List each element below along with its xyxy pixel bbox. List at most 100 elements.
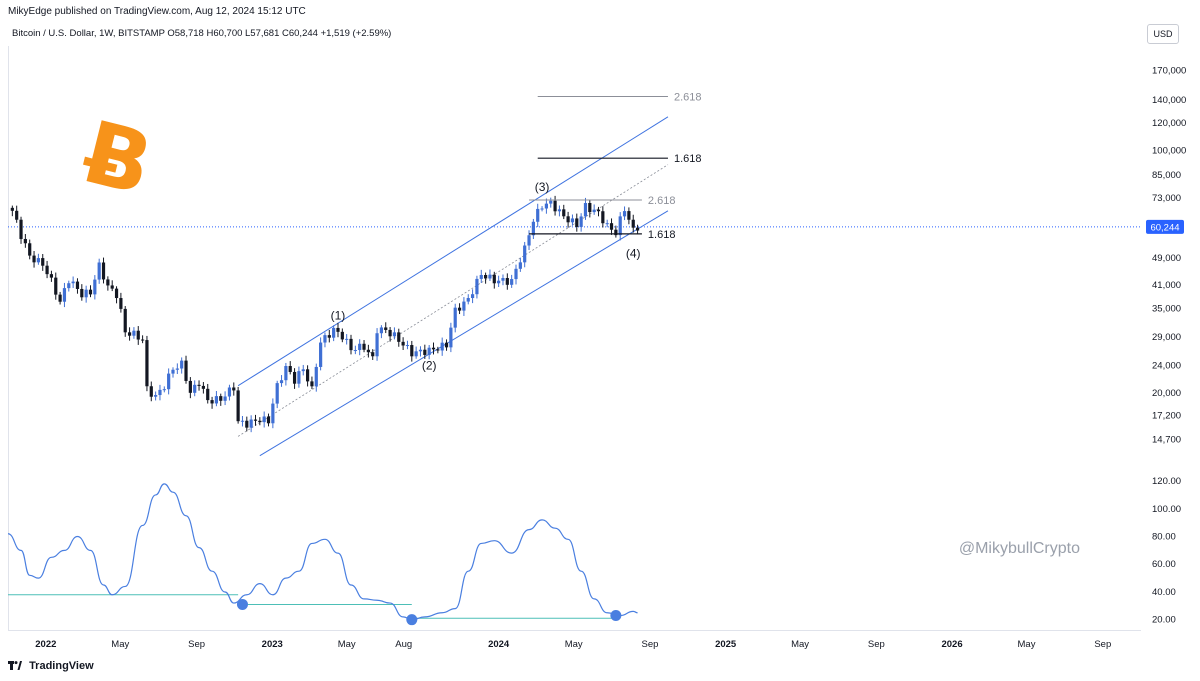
tradingview-logo-icon bbox=[8, 661, 22, 670]
candle-body bbox=[106, 279, 110, 286]
time-axis-tick-label: 2026 bbox=[941, 639, 962, 650]
candle-body bbox=[605, 223, 609, 225]
symbol-legend[interactable]: Bitcoin / U.S. Dollar, 1W, BITSTAMP O58,… bbox=[12, 28, 392, 39]
candle-body bbox=[631, 219, 635, 228]
oscillator-axis-tick-label: 60.00 bbox=[1152, 559, 1176, 570]
candle-body bbox=[227, 387, 232, 397]
candle-body bbox=[470, 294, 475, 299]
currency-button[interactable]: USD bbox=[1147, 24, 1179, 44]
candle-body bbox=[401, 341, 405, 346]
candle-body bbox=[518, 262, 522, 269]
candle-body bbox=[123, 308, 127, 333]
candle-body bbox=[62, 288, 67, 302]
candle-body bbox=[614, 229, 618, 236]
wave-label: (1) bbox=[331, 308, 346, 322]
candle-body bbox=[206, 388, 210, 401]
candle-body bbox=[618, 216, 622, 236]
candle-body bbox=[136, 330, 140, 340]
candle-body bbox=[232, 387, 236, 391]
candle-body bbox=[127, 332, 132, 336]
candle-body bbox=[253, 419, 258, 421]
candle-body bbox=[284, 366, 288, 381]
oscillator-marker bbox=[236, 598, 248, 610]
tradingview-footer[interactable]: TradingView bbox=[8, 660, 94, 672]
bitcoin-logo-icon: Ƀ bbox=[74, 103, 162, 216]
channel-middle-line bbox=[237, 164, 669, 437]
candle-body bbox=[436, 349, 440, 351]
candle-body bbox=[193, 384, 197, 393]
candle-body bbox=[114, 288, 119, 299]
price-axis-tick-label: 49,000 bbox=[1152, 253, 1181, 264]
candle-body bbox=[297, 371, 301, 384]
candle-body bbox=[314, 366, 318, 387]
candle-body bbox=[457, 307, 462, 311]
channel-upper-line bbox=[237, 116, 669, 387]
candle-body bbox=[601, 211, 605, 224]
candle-body bbox=[510, 279, 514, 285]
candle-body bbox=[349, 338, 353, 351]
candle-body bbox=[140, 339, 145, 341]
candle-body bbox=[462, 301, 466, 311]
candle-body bbox=[475, 278, 479, 295]
candle-body bbox=[466, 298, 470, 302]
published-header: MikyEdge published on TradingView.com, A… bbox=[8, 6, 306, 17]
last-price-label: 60,244 bbox=[1150, 222, 1179, 233]
candle-body bbox=[15, 210, 19, 220]
candle-body bbox=[379, 327, 384, 334]
candle-body bbox=[397, 332, 401, 342]
candle-body bbox=[279, 380, 284, 384]
candle-body bbox=[167, 373, 171, 390]
fib-level-label: 1.618 bbox=[648, 229, 676, 241]
candle-body bbox=[371, 352, 375, 357]
candle-body bbox=[275, 383, 279, 404]
watermark-text: @MikybullCrypto bbox=[959, 540, 1080, 557]
candle-body bbox=[197, 384, 201, 386]
candle-body bbox=[505, 278, 509, 285]
oscillator-axis-tick-label: 120.00 bbox=[1152, 476, 1181, 487]
candle-body bbox=[271, 403, 275, 424]
time-axis-tick-label: 2024 bbox=[488, 639, 510, 650]
time-axis-tick-label: Aug bbox=[395, 639, 412, 650]
price-axis-tick-label: 73,000 bbox=[1152, 193, 1181, 204]
candle-body bbox=[41, 258, 45, 266]
candle-body bbox=[514, 268, 518, 280]
candle-body bbox=[71, 281, 75, 284]
candle-body bbox=[449, 327, 453, 348]
candle-body bbox=[536, 208, 540, 222]
candle-body bbox=[10, 207, 14, 211]
candle-body bbox=[54, 277, 58, 295]
candle-body bbox=[384, 327, 388, 330]
candle-body bbox=[180, 360, 184, 369]
candle-body bbox=[258, 420, 262, 423]
candle-body bbox=[154, 395, 158, 397]
candle-body bbox=[58, 294, 62, 302]
candle-body bbox=[332, 327, 336, 338]
wave-label: (4) bbox=[626, 246, 641, 260]
candle-body bbox=[622, 211, 627, 217]
time-axis-tick-label: Sep bbox=[1094, 639, 1111, 650]
candle-body bbox=[149, 386, 153, 397]
candle-body bbox=[101, 262, 106, 280]
candle-body bbox=[262, 416, 266, 423]
candle-body bbox=[327, 335, 331, 338]
price-axis-tick-label: 170,000 bbox=[1152, 65, 1186, 76]
candle-body bbox=[188, 380, 192, 393]
price-axis-tick-label: 35,000 bbox=[1152, 304, 1181, 315]
candle-body bbox=[158, 389, 162, 396]
candle-body bbox=[175, 368, 179, 370]
candle-body bbox=[444, 342, 449, 348]
candle-body bbox=[240, 420, 245, 422]
candle-body bbox=[36, 258, 40, 263]
candle-body bbox=[427, 347, 431, 355]
time-axis-tick-label: Sep bbox=[868, 639, 885, 650]
price-axis-tick-label: 24,000 bbox=[1152, 361, 1181, 372]
candle-body bbox=[214, 396, 219, 404]
candle-body bbox=[353, 350, 357, 352]
fib-level-label: 1.618 bbox=[674, 153, 702, 165]
chart-frame bbox=[8, 46, 1141, 631]
price-axis-tick-label: 85,000 bbox=[1152, 170, 1181, 181]
candle-body bbox=[88, 289, 93, 295]
candle-body bbox=[28, 243, 32, 256]
candle-body bbox=[492, 274, 496, 284]
